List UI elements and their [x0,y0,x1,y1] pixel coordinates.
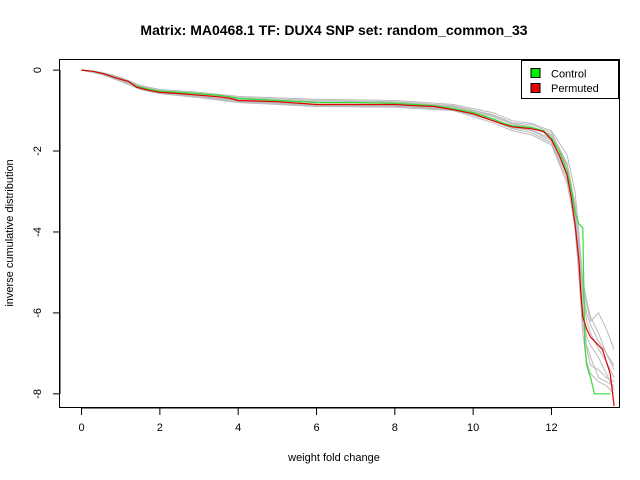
legend-swatch-control [530,68,541,78]
x-tick-label: 12 [545,422,557,434]
permutation-line-5 [81,69,615,395]
permutation-line-0 [81,69,615,350]
legend-label-control: Control [551,69,586,81]
y-tick-label: -2 [32,146,44,156]
legend: Control Permuted [521,60,619,99]
x-tick-label: 10 [467,422,479,434]
x-tick-label: 0 [78,422,84,434]
y-tick-label: -6 [32,308,44,318]
chart-title: Matrix: MA0468.1 TF: DUX4 SNP set: rando… [140,22,527,38]
x-axis-label: weight fold change [287,452,380,464]
y-axis: 0 -2 -4 -6 -8 [32,67,61,399]
y-tick-label: -4 [32,227,44,237]
x-tick-label: 4 [235,422,241,434]
x-tick-label: 2 [157,422,163,434]
permutation-line-1 [81,69,615,387]
permutation-line-3 [81,69,615,391]
x-tick-label: 6 [313,422,319,434]
series-line-control [81,69,611,395]
x-tick-label: 8 [392,422,398,434]
plot-frame [59,59,620,408]
y-tick-label: 0 [32,67,44,73]
y-tick-label: -8 [32,389,44,399]
series-lines [81,69,615,407]
permutation-line-6 [81,69,615,366]
permutation-line-2 [81,69,615,370]
legend-label-permuted: Permuted [551,83,599,95]
legend-swatch-permuted [530,83,541,93]
permutation-line-7 [81,69,615,383]
y-axis-label: inverse cumulative distribution [4,159,16,306]
series-line-permuted [81,69,615,407]
permutation-line-4 [81,69,615,378]
permutation-lines [81,69,615,395]
x-axis: 0 2 4 6 8 10 12 [78,407,558,434]
